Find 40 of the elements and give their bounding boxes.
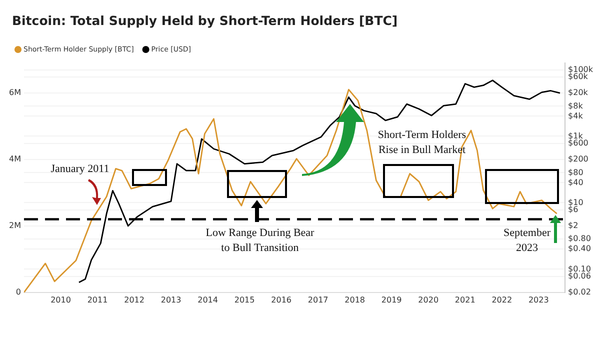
x-tick-label: 2017 xyxy=(308,295,328,304)
annotation: September 2023 xyxy=(502,226,552,256)
annotation: Low Range During Bear to Bull Transition xyxy=(205,226,315,256)
x-tick-label: 2021 xyxy=(454,295,476,304)
x-tick-label: 2016 xyxy=(271,295,292,304)
x-tick-label: 2019 xyxy=(381,295,402,304)
x-tick-label: 2011 xyxy=(87,295,108,304)
y2-tick-label: $0.80 xyxy=(568,234,591,244)
y2-tick-label: $200 xyxy=(568,154,588,164)
chart-title: Bitcoin: Total Supply Held by Short-Term Holders [BTC] xyxy=(12,13,398,28)
x-tick-label: 2020 xyxy=(418,295,439,304)
x-tick-label: 2014 xyxy=(198,295,218,304)
y2-tick-label: $100k xyxy=(568,64,594,74)
y2-tick-label: $4k xyxy=(568,111,584,120)
y2-tick-label: $6 xyxy=(568,205,578,214)
y-tick-label: 0 xyxy=(16,287,21,296)
x-tick-label: 2015 xyxy=(234,295,255,304)
y2-tick-label: $20k xyxy=(568,88,588,98)
x-tick-label: 2022 xyxy=(492,295,512,304)
y2-tick-label: $0.06 xyxy=(568,272,591,281)
x-tick-label: 2010 xyxy=(50,295,71,304)
y2-tick-label: $8k xyxy=(568,101,584,110)
y-tick-label: 4M xyxy=(8,154,22,164)
y2-tick-label: $10 xyxy=(568,198,584,207)
y2-tick-label: $0.40 xyxy=(568,244,591,254)
y2-tick-label: $40 xyxy=(568,178,584,187)
y2-tick-label: $2 xyxy=(568,221,578,230)
y-tick-label: 6M xyxy=(8,88,22,97)
y2-tick-label: $0.10 xyxy=(568,264,591,274)
y2-tick-label: $0.02 xyxy=(568,287,591,296)
y2-tick-label: $1k xyxy=(568,131,584,140)
y2-tick-label: $80 xyxy=(568,168,584,177)
y2-tick-label: $600 xyxy=(568,138,588,148)
y-tick-label: 2M xyxy=(8,220,22,230)
x-tick-label: 2013 xyxy=(160,295,182,304)
x-tick-label: 2023 xyxy=(528,295,549,304)
annotation: January 2011 xyxy=(50,162,110,177)
x-tick-label: 2018 xyxy=(344,295,366,304)
x-tick-label: 2012 xyxy=(124,295,144,304)
y2-tick-label: $60k xyxy=(568,72,588,82)
